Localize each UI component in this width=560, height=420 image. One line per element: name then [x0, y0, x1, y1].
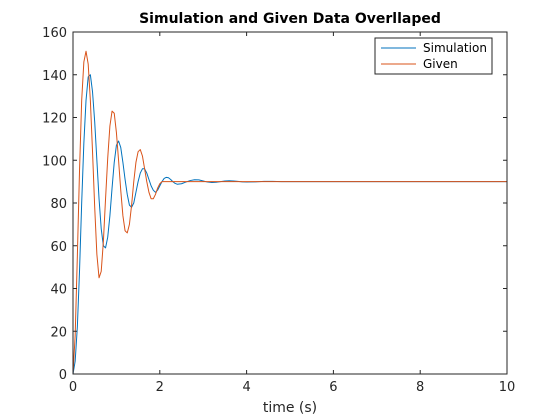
y-tick-label-2: 40	[50, 283, 67, 298]
chart-title: Simulation and Given Data Overllaped	[139, 11, 441, 27]
legend-label-simulation: Simulation	[423, 41, 487, 55]
y-tick-label-1: 20	[50, 325, 67, 340]
series-layer	[72, 50, 507, 375]
x-tick-label-2: 4	[242, 380, 250, 395]
legend-box	[374, 37, 493, 75]
y-tick-label-7: 140	[42, 69, 67, 84]
x-tick-label-3: 6	[329, 380, 337, 395]
x-tick-label-4: 8	[416, 380, 424, 395]
x-tick-label-1: 2	[156, 380, 164, 395]
x-axis-label: time (s)	[263, 400, 317, 416]
series-line-given	[72, 50, 507, 375]
y-tick-label-0: 0	[59, 368, 67, 383]
legend-label-given: Given	[423, 57, 458, 71]
y-tick-label-4: 80	[50, 197, 67, 212]
y-tick-label-5: 100	[42, 154, 67, 169]
x-tick-label-5: 10	[499, 380, 516, 395]
y-tick-label-6: 120	[42, 112, 67, 127]
legend: Simulation Given	[374, 37, 493, 75]
y-tick-label-8: 160	[42, 26, 67, 41]
plot-area	[73, 32, 507, 374]
x-tick-label-0: 0	[69, 380, 77, 395]
y-tick-label-3: 60	[50, 240, 67, 255]
